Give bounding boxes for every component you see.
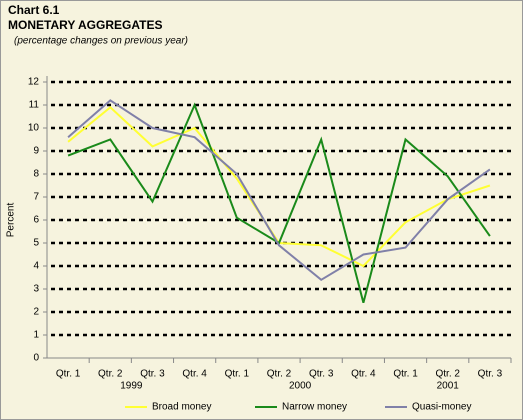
y-tick-label: 9 [33,146,39,157]
x-tick-label: Qtr. 2 [98,369,123,380]
y-tick-label: 3 [33,284,39,295]
x-tick-label: Qtr. 4 [182,369,207,380]
series-line [67,99,491,282]
legend-label: Narrow money [282,402,347,413]
y-tick-label: 11 [29,100,40,111]
x-tick-label: Qtr. 1 [56,369,81,380]
chart-title: Chart 6.1 [8,3,60,17]
y-tick-label: 5 [33,238,39,249]
y-tick-label: 4 [33,261,39,272]
x-tick-label: Qtr. 2 [267,369,292,380]
y-tick-label: 2 [33,307,39,318]
chart-subtitle: MONETARY AGGREGATES [8,18,162,32]
x-tick-label: Qtr. 3 [140,369,165,380]
y-tick-label: 6 [33,215,39,226]
y-tick-label: 10 [28,123,40,134]
legend-label: Quasi-money [412,402,471,413]
chart-note: (percentage changes on previous year) [14,36,188,47]
y-tick-label: 0 [33,353,39,364]
series-line [67,102,491,304]
y-axis-label: Percent [6,203,17,238]
x-group-label: 2000 [289,381,312,392]
y-tick-label: 8 [33,169,39,180]
y-tick-label: 12 [28,77,40,88]
x-group-label: 2001 [437,381,460,392]
x-tick-label: Qtr. 2 [436,369,461,380]
y-tick-label: 1 [33,330,39,341]
x-tick-label: Qtr. 1 [225,369,250,380]
x-tick-label: Qtr. 3 [309,369,334,380]
legend-label: Broad money [152,402,211,413]
x-group-label: 1999 [120,381,143,392]
x-tick-label: Qtr. 1 [393,369,418,380]
y-tick-label: 7 [33,192,39,203]
x-tick-label: Qtr. 4 [351,369,376,380]
x-tick-label: Qtr. 3 [478,369,503,380]
